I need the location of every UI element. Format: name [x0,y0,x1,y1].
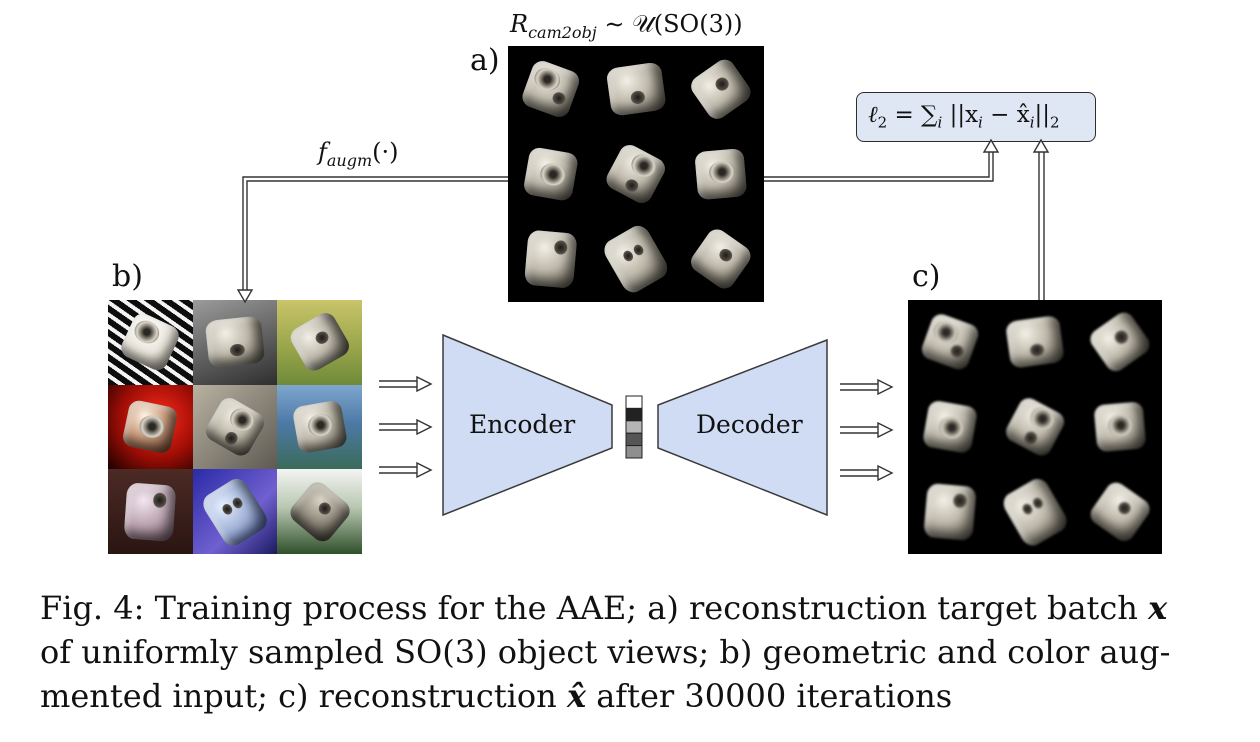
latent-code-cell [625,420,643,434]
augmented-input-grid [108,300,362,554]
encoder-label: Encoder [469,410,576,439]
output-arrow [840,464,894,482]
panel-b-label: b) [112,259,143,294]
decoder-label: Decoder [696,410,803,439]
target-to-loss-connector-inner [764,150,994,182]
caption-line3-a: mented input; c) reconstruction [40,677,567,715]
input-arrow [379,375,433,393]
augmented-view [192,384,278,470]
augmented-view [277,469,362,554]
augmented-view [277,384,362,470]
augmentation-arrowhead [236,289,254,304]
latent-code-cell [625,445,643,459]
target-loss-arrowhead [982,138,1000,153]
loss-end: || [1034,102,1051,128]
augmented-view [108,384,193,470]
formula-r-sub: cam2obj [528,22,597,42]
loss-box [856,92,1096,142]
output-arrow [840,421,894,439]
caption-line-1: Fig. 4: Training process for the AAE; a)… [40,586,1230,630]
target-batch-grid [508,46,764,302]
loss-body: ||x [942,102,979,128]
augmented-view [277,300,362,385]
loss-lhs: ℓ [868,102,878,128]
latent-code-cell [625,407,643,422]
caption-x-symbol: x [1148,589,1168,627]
augmented-view [192,469,278,554]
formula-r: R [510,10,529,38]
target-to-loss-connector [764,150,990,178]
input-arrow [379,461,433,479]
augmented-view [108,300,193,385]
caption-xhat-symbol: x̂ [566,677,587,715]
augmentation-connector [242,176,508,292]
formula-rest: ∼ 𝒰(SO(3)) [604,10,743,38]
augmentation-label: faugm(·) [318,138,399,170]
augm-f: f [318,138,327,166]
loss-formula: ℓ2 = ∑i ||xi − x̂i||2 [868,98,1060,140]
input-arrow [379,418,433,436]
caption-line-2: of uniformly sampled SO(3) object views;… [40,633,1171,671]
latent-code [625,395,643,459]
latent-code-cell [625,395,643,409]
loss-sum-sub: i [937,113,943,132]
panel-c-label: c) [912,259,941,294]
output-arrow [840,378,894,396]
architecture-diagram [236,138,1050,517]
reconstruction-grid [908,300,1162,554]
caption-line3-b: after 30000 iterations [586,677,953,715]
loss-eq: = ∑ [887,102,938,128]
panel-a-label: a) [470,43,500,78]
caption-prefix: Fig. 4: Training process for the AAE; a)… [40,589,1149,627]
sampling-formula: Rcam2obj ∼ 𝒰(SO(3)) [510,10,743,42]
figure-caption: Fig. 4: Training process for the AAE; a)… [40,586,1230,718]
augmented-view [108,469,193,554]
augmented-view [192,300,278,385]
augm-rest: (·) [372,138,399,166]
augmentation-connector-inner [246,180,508,292]
loss-end-sub: 2 [1050,113,1060,132]
decoder-block [657,338,828,517]
caption-line-3: mented input; c) reconstruction x̂ after… [40,674,1230,718]
augm-sub: augm [326,150,373,170]
loss-lhs-sub: 2 [877,113,888,132]
reconstruction-loss-arrowhead [1032,138,1050,153]
encoder-block [442,333,613,517]
loss-minus: − x̂ [982,102,1030,128]
loss-x-sub: i [978,113,983,132]
loss-xh-sub: i [1029,113,1035,132]
latent-code-cell [625,432,643,447]
